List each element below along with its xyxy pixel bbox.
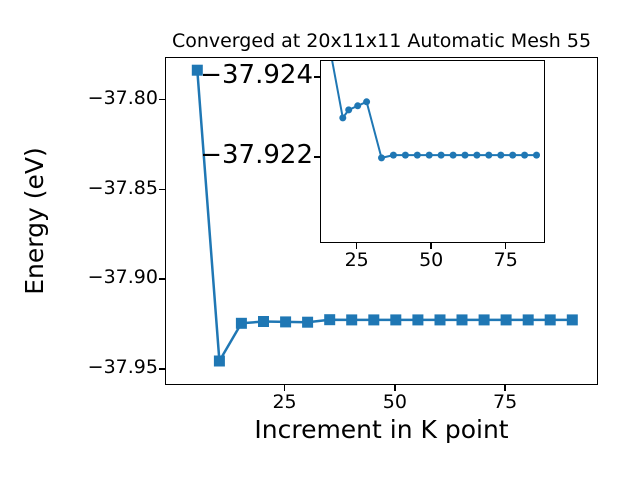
y-tick-mark [159, 278, 165, 280]
x-tick-label: 50 [419, 249, 444, 271]
data-point-marker [339, 114, 347, 122]
y-tick-mark [314, 76, 320, 78]
data-point-marker [449, 151, 457, 159]
y-tick-mark [159, 188, 165, 191]
data-point-marker [280, 316, 292, 328]
data-point-marker [478, 314, 490, 326]
x-tick-label: 25 [344, 249, 369, 271]
data-point-marker [497, 151, 505, 159]
inset-plot-area [320, 60, 545, 243]
data-point-marker [437, 151, 445, 159]
y-tick-label: −37.85 [87, 176, 158, 199]
data-point-marker [566, 314, 578, 326]
x-tick-mark [394, 385, 396, 391]
data-point-marker [412, 314, 424, 326]
data-point-marker [522, 314, 534, 326]
y-tick-label: −37.90 [87, 266, 158, 289]
x-tick-mark [430, 243, 432, 249]
y-tick-mark [159, 368, 165, 370]
inset-plot-canvas [331, 61, 540, 162]
y-tick-label: −37.80 [87, 86, 158, 109]
data-point-marker [473, 151, 481, 159]
inset-axes-line [331, 61, 537, 159]
data-point-marker [191, 64, 203, 76]
y-tick-label: −37.924 [200, 59, 313, 90]
data-point-marker [521, 151, 529, 159]
data-point-marker [345, 106, 353, 114]
x-tick-label: 25 [272, 391, 297, 413]
data-point-marker [324, 314, 336, 326]
y-tick-mark [159, 98, 165, 101]
data-point-marker [302, 316, 314, 328]
main-plot-canvas [191, 64, 578, 367]
data-point-marker [389, 151, 397, 159]
data-point-marker [258, 316, 269, 327]
x-axis-label: Increment in K point [254, 415, 509, 444]
x-tick-mark [355, 243, 358, 249]
data-point-marker [434, 314, 446, 326]
y-tick-mark [314, 156, 320, 158]
x-tick-label: 75 [493, 391, 518, 413]
data-point-marker [485, 151, 493, 159]
data-point-marker [413, 151, 421, 159]
y-tick-label: −37.922 [200, 139, 313, 170]
data-point-marker [235, 317, 247, 329]
y-tick-label: −37.95 [87, 356, 158, 379]
data-point-marker [533, 151, 540, 159]
x-tick-label: 50 [382, 391, 407, 413]
data-point-marker [378, 154, 385, 162]
x-tick-mark [283, 385, 286, 391]
data-point-marker [368, 314, 380, 326]
data-point-marker [425, 151, 433, 159]
data-point-marker [500, 314, 512, 326]
data-point-marker [456, 314, 468, 326]
data-point-marker [213, 355, 225, 367]
data-point-marker [354, 102, 362, 110]
data-point-marker [509, 151, 517, 159]
data-point-marker [461, 151, 469, 159]
y-axis-label: Energy (eV) [20, 147, 49, 295]
chart-title: Converged at 20x11x11 Automatic Mesh 55 [171, 30, 592, 52]
data-point-marker [401, 151, 409, 159]
data-point-marker [363, 98, 371, 106]
x-tick-label: 75 [493, 249, 518, 271]
x-tick-mark [504, 385, 506, 391]
x-tick-mark [504, 243, 507, 249]
data-point-marker [346, 314, 358, 326]
data-point-marker [544, 314, 556, 326]
data-point-marker [390, 314, 402, 326]
